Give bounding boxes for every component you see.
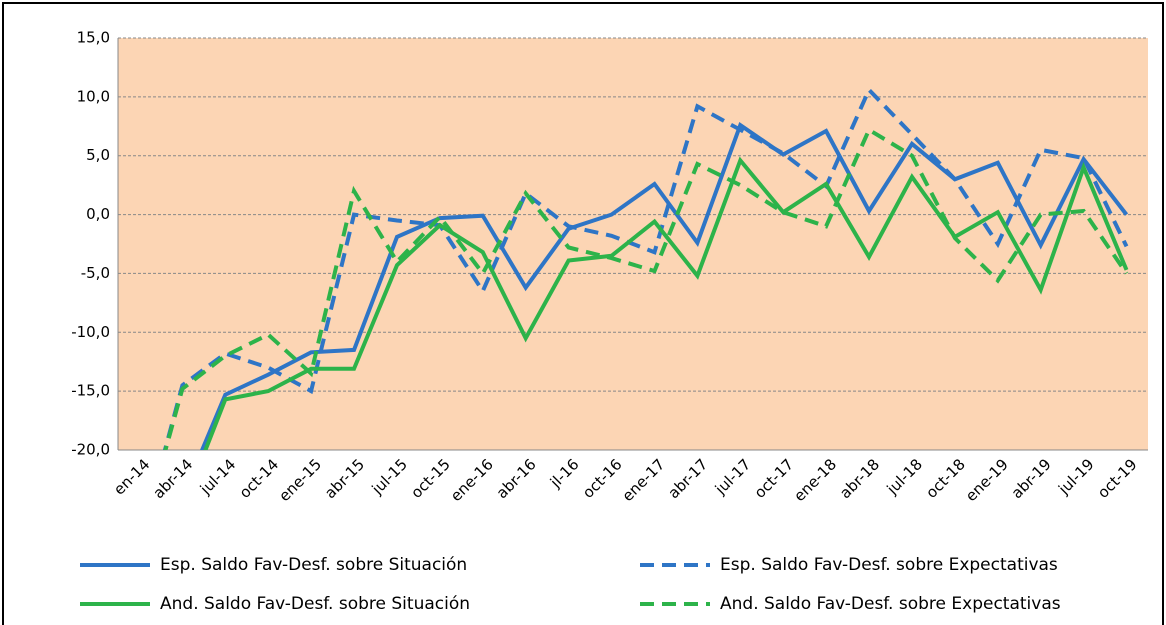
x-tick-label: ene-16 [447,455,497,505]
x-tick-label: abr-15 [321,455,368,502]
series-line [199,121,1129,450]
plot-lines [162,86,1129,450]
x-tick-label: jul-19 [1054,455,1097,498]
x-tick-label: ene-19 [962,455,1012,505]
legend-label: Esp. Saldo Fav-Desf. sobre Expectativas [720,555,1058,575]
x-tick-label: jul-17 [711,455,754,498]
x-tick-label: en-14 [110,455,153,498]
x-tick-label: abr-18 [836,455,883,502]
y-tick-label: 0,0 [86,205,110,223]
series-line [203,156,1129,450]
x-tick-label: jul-15 [368,455,411,498]
x-tick-label: abr-14 [149,455,196,502]
x-tick-label: oct-18 [922,455,969,502]
x-tick-label: ene-18 [790,455,840,505]
x-tick-label: abr-17 [664,455,711,502]
series-line [162,86,1129,450]
series-line [163,126,1129,450]
y-tick-label: -5,0 [81,264,110,282]
legend-label: Esp. Saldo Fav-Desf. sobre Situación [160,555,467,575]
y-tick-label: 5,0 [86,146,110,164]
x-tick-label: jul-18 [883,455,926,498]
x-tick-label: oct-16 [579,455,626,502]
y-tick-label: -10,0 [71,323,110,341]
x-tick-label: oct-15 [407,455,454,502]
x-tick-label: ene-15 [275,455,325,505]
legend-label: And. Saldo Fav-Desf. sobre Expectativas [720,594,1061,614]
x-tick-label: jul-14 [196,455,239,498]
y-tick-label: 10,0 [77,87,110,105]
x-tick-label: oct-17 [751,455,798,502]
y-tick-label: -15,0 [71,382,110,400]
x-tick-label: abr-19 [1008,455,1055,502]
x-tick-label: abr-16 [493,455,540,502]
y-tick-label: 15,0 [77,29,110,47]
x-tick-label: jl-16 [546,455,583,492]
legend-label: And. Saldo Fav-Desf. sobre Situación [160,594,470,614]
x-tick-label: oct-19 [1094,455,1141,502]
x-tick-label: ene-17 [619,455,669,505]
x-tick-label: oct-14 [236,455,283,502]
y-tick-label: -20,0 [71,441,110,459]
